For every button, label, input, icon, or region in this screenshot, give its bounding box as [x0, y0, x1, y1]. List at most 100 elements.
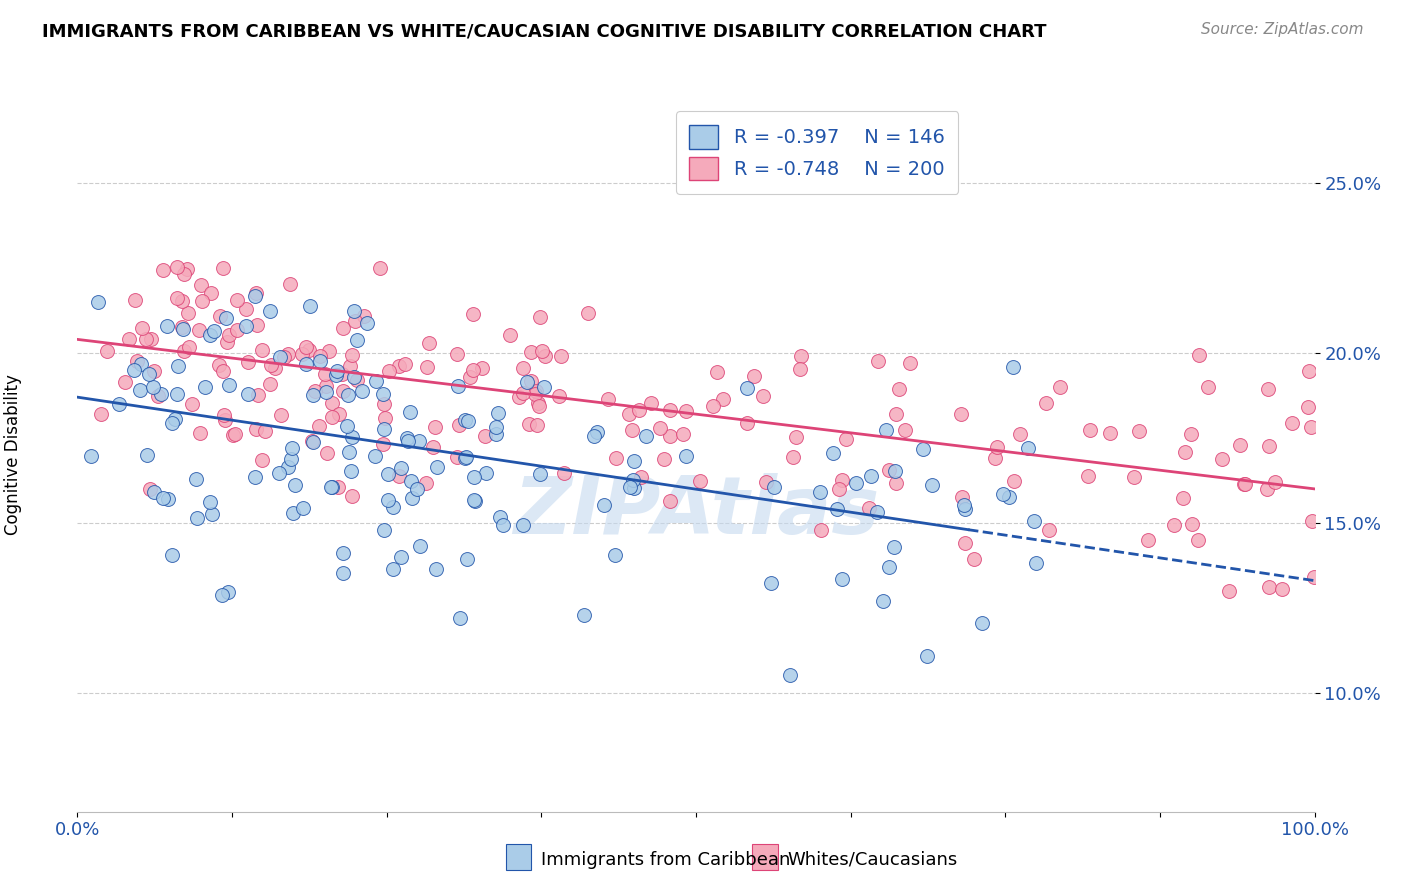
Point: [211, 588, 233, 602]
Point: [1128, 425, 1150, 439]
Point: [425, 562, 447, 576]
Point: [377, 492, 399, 507]
Point: [471, 360, 494, 375]
Point: [418, 335, 440, 350]
Point: [512, 517, 534, 532]
Point: [464, 493, 486, 508]
Point: [260, 358, 283, 372]
Point: [318, 343, 340, 358]
Point: [259, 376, 281, 391]
Point: [90, 408, 112, 422]
Point: [156, 319, 179, 334]
Point: [627, 403, 650, 417]
Point: [377, 364, 399, 378]
Point: [321, 409, 343, 424]
Point: [267, 466, 290, 480]
Point: [321, 396, 343, 410]
Point: [461, 362, 484, 376]
Point: [1298, 400, 1320, 414]
Point: [382, 500, 405, 514]
Point: [340, 348, 363, 362]
Point: [1181, 517, 1204, 532]
Point: [449, 611, 471, 625]
Point: [139, 332, 162, 346]
Point: [138, 367, 160, 381]
Point: [844, 476, 866, 491]
Point: [883, 465, 905, 479]
Point: [572, 608, 595, 623]
Point: [332, 368, 354, 382]
Point: [246, 388, 269, 402]
Point: [486, 406, 509, 420]
Point: [675, 404, 697, 418]
Point: [188, 425, 211, 440]
Point: [1258, 439, 1281, 453]
Point: [911, 442, 934, 456]
Point: [1002, 359, 1025, 374]
Point: [598, 392, 620, 406]
Point: [208, 358, 231, 372]
Point: [165, 412, 187, 426]
Text: Source: ZipAtlas.com: Source: ZipAtlas.com: [1201, 22, 1364, 37]
Point: [621, 423, 644, 437]
Point: [1229, 438, 1251, 452]
Point: [389, 550, 412, 565]
Point: [166, 260, 188, 274]
Point: [553, 466, 575, 480]
Point: [406, 482, 429, 496]
Point: [659, 402, 682, 417]
Point: [735, 381, 758, 395]
Point: [454, 450, 477, 465]
Point: [373, 422, 395, 436]
Point: [190, 277, 212, 292]
Point: [309, 353, 332, 368]
Point: [343, 369, 366, 384]
Point: [1257, 382, 1279, 396]
Point: [131, 321, 153, 335]
Point: [388, 359, 411, 374]
Point: [173, 268, 195, 282]
Point: [821, 446, 844, 460]
Point: [148, 389, 170, 403]
Point: [519, 417, 541, 432]
Point: [319, 479, 342, 493]
Point: [1017, 442, 1039, 456]
Point: [181, 397, 204, 411]
Point: [150, 387, 173, 401]
Point: [209, 309, 232, 323]
Point: [1078, 423, 1101, 437]
Point: [225, 293, 247, 307]
Point: [198, 495, 221, 509]
Point: [326, 364, 349, 378]
Point: [529, 310, 551, 324]
Point: [474, 429, 496, 443]
Point: [314, 367, 336, 381]
Point: [332, 384, 354, 398]
Point: [879, 560, 901, 574]
Point: [200, 285, 222, 300]
Point: [875, 423, 897, 437]
Point: [235, 301, 257, 316]
Point: [415, 360, 437, 375]
Point: [374, 410, 396, 425]
Point: [835, 432, 858, 446]
Point: [401, 491, 423, 505]
Point: [291, 347, 314, 361]
Point: [879, 463, 901, 477]
Point: [346, 333, 368, 347]
Point: [582, 429, 605, 443]
Point: [186, 511, 208, 525]
Point: [215, 310, 238, 325]
Point: [172, 321, 194, 335]
Point: [176, 262, 198, 277]
Point: [246, 318, 269, 332]
Point: [1025, 556, 1047, 570]
Point: [218, 328, 240, 343]
Point: [889, 382, 911, 396]
Point: [222, 427, 245, 442]
Point: [950, 490, 973, 504]
Point: [1299, 420, 1322, 434]
Point: [702, 399, 724, 413]
Point: [356, 317, 378, 331]
Point: [326, 480, 349, 494]
